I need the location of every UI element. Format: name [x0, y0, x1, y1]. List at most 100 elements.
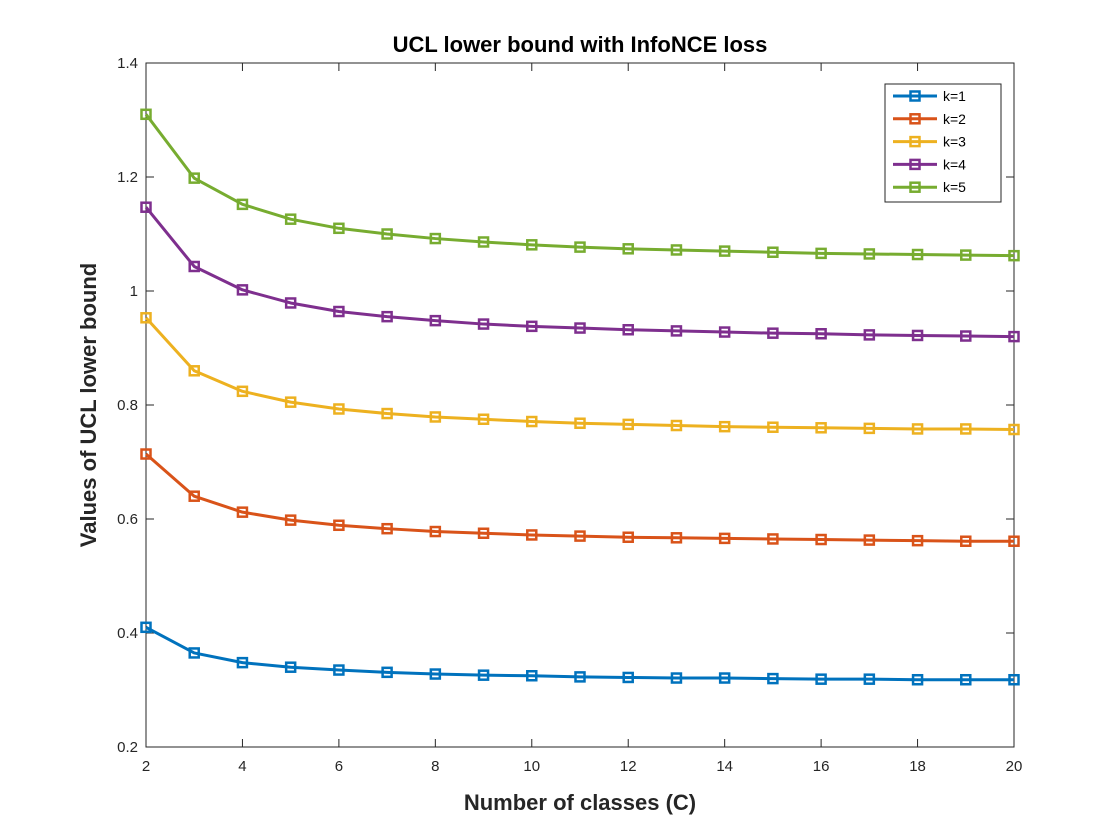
data-point-marker	[670, 672, 683, 684]
data-point-marker	[381, 407, 393, 420]
data-point-marker	[381, 310, 393, 323]
series-k=4	[140, 201, 1020, 343]
data-point-marker	[429, 411, 442, 423]
data-point-marker	[526, 670, 538, 682]
data-point-marker	[863, 422, 876, 435]
data-point-marker	[767, 246, 779, 258]
data-point-marker	[718, 420, 731, 433]
x-tick-label: 8	[431, 758, 439, 775]
data-point-marker	[622, 243, 634, 255]
data-point-marker	[1008, 673, 1020, 686]
data-point-marker	[622, 531, 634, 543]
legend-item: k=5	[893, 179, 966, 195]
series-k=2	[140, 448, 1020, 547]
data-point-marker	[140, 621, 152, 634]
data-point-marker	[622, 324, 634, 336]
legend-swatch-marker	[909, 90, 921, 102]
data-point-marker	[236, 656, 249, 669]
data-point-marker	[429, 525, 442, 538]
data-point-marker	[911, 329, 924, 342]
data-point-marker	[236, 385, 249, 398]
data-point-marker	[863, 534, 876, 546]
data-point-marker	[429, 668, 442, 680]
series-line	[144, 113, 1015, 258]
data-point-marker	[574, 417, 586, 429]
data-point-marker	[960, 535, 972, 547]
data-point-marker	[526, 239, 538, 251]
x-tick-label: 12	[620, 758, 637, 775]
legend-swatch-marker	[909, 113, 921, 125]
y-tick-label: 1.2	[117, 169, 138, 186]
legend-label: k=2	[943, 111, 966, 127]
legend-label: k=4	[943, 156, 966, 172]
data-point-marker	[333, 222, 345, 235]
legend-label: k=3	[943, 134, 966, 150]
data-point-marker	[767, 672, 779, 685]
series-line	[145, 452, 1014, 543]
data-point-marker	[333, 403, 345, 415]
x-tick-label: 6	[335, 758, 343, 775]
data-point-marker	[381, 666, 393, 679]
data-point-marker	[1008, 535, 1020, 547]
data-point-marker	[236, 198, 249, 211]
series-line	[145, 625, 1014, 682]
data-point-marker	[670, 244, 683, 256]
data-point-marker	[574, 322, 586, 334]
data-point-marker	[718, 326, 731, 338]
series-k=3	[140, 312, 1020, 436]
data-point-marker	[381, 522, 393, 535]
legend-swatch-marker	[909, 181, 921, 193]
data-point-marker	[815, 673, 827, 685]
legend-item: k=4	[893, 156, 966, 172]
data-point-marker	[188, 490, 200, 502]
legend-swatch-marker	[909, 158, 921, 171]
legend: k=1 k=2 k=3 k=4 k=5	[884, 83, 1002, 203]
y-tick-label: 0.8	[117, 397, 138, 414]
data-point-marker	[381, 228, 393, 240]
data-point-marker	[911, 534, 924, 547]
data-point-marker	[718, 532, 731, 545]
legend-label: k=1	[943, 88, 966, 104]
series-k=1	[140, 621, 1020, 686]
data-point-marker	[815, 533, 827, 546]
data-point-marker	[140, 312, 152, 324]
data-point-marker	[863, 673, 876, 685]
data-point-marker	[960, 330, 972, 342]
data-point-marker	[574, 241, 586, 253]
y-tick-label: 1	[130, 283, 138, 300]
y-tick-label: 1.4	[117, 55, 138, 72]
data-point-marker	[622, 671, 634, 684]
data-point-marker	[140, 448, 152, 460]
chart-title: UCL lower bound with InfoNCE loss	[393, 32, 768, 57]
data-point-marker	[911, 423, 924, 435]
data-point-marker	[960, 673, 972, 686]
x-tick-label: 2	[142, 758, 150, 775]
data-point-marker	[622, 418, 634, 431]
data-point-marker	[188, 260, 200, 273]
legend-box	[884, 83, 1002, 203]
series-k=5	[140, 108, 1020, 262]
legend-label: k=5	[943, 179, 966, 195]
data-point-marker	[574, 530, 586, 542]
data-point-marker	[284, 213, 297, 225]
data-point-marker	[863, 329, 876, 341]
x-tick-label: 4	[238, 758, 246, 775]
data-point-marker	[284, 396, 297, 408]
data-point-marker	[140, 108, 152, 121]
data-point-marker	[767, 533, 779, 545]
data-point-marker	[815, 422, 827, 434]
data-point-marker	[718, 245, 731, 257]
data-point-marker	[477, 413, 490, 425]
data-point-marker	[526, 415, 538, 428]
y-tick-label: 0.4	[117, 625, 138, 642]
data-point-marker	[429, 314, 442, 327]
data-point-marker	[188, 365, 200, 377]
data-point-marker	[477, 318, 490, 330]
data-point-marker	[236, 506, 249, 518]
data-point-marker	[188, 172, 200, 184]
data-point-marker	[140, 201, 152, 213]
x-axis-title: Number of classes (C)	[464, 790, 696, 815]
legend-item: k=2	[893, 111, 966, 127]
series-line	[144, 316, 1015, 432]
data-point-marker	[284, 514, 297, 526]
